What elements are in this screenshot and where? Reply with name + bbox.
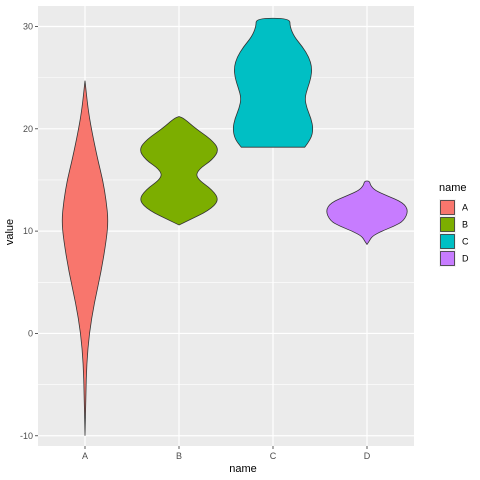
legend-label: B	[462, 220, 468, 230]
legend-swatch-C	[440, 234, 455, 249]
y-tick-label: 10	[23, 226, 33, 236]
legend-title: name	[439, 182, 467, 194]
legend-swatch-A	[440, 200, 455, 215]
x-tick-label: B	[176, 451, 182, 461]
y-tick-label: -10	[20, 431, 33, 441]
violin-A	[61, 80, 109, 436]
y-axis-title: value	[4, 219, 16, 245]
x-tick-label: A	[82, 451, 88, 461]
x-tick-label: C	[270, 451, 277, 461]
legend-label: A	[462, 203, 468, 213]
x-axis-ticks: A B C D	[82, 446, 371, 461]
y-tick-label: 20	[23, 124, 33, 134]
x-axis-title: name	[229, 463, 257, 475]
y-tick-label: 30	[23, 21, 33, 31]
legend-swatch-D	[440, 251, 455, 266]
violin-D	[326, 180, 408, 246]
violins	[61, 17, 408, 436]
y-tick-label: 0	[28, 328, 33, 338]
legend-label: D	[462, 254, 469, 264]
x-tick-label: D	[364, 451, 371, 461]
violin-C	[232, 17, 314, 148]
legend-label: C	[462, 237, 469, 247]
violin-B	[140, 116, 218, 226]
y-axis-ticks: -10 0 10 20 30	[20, 21, 38, 441]
legend-swatch-B	[440, 217, 455, 232]
